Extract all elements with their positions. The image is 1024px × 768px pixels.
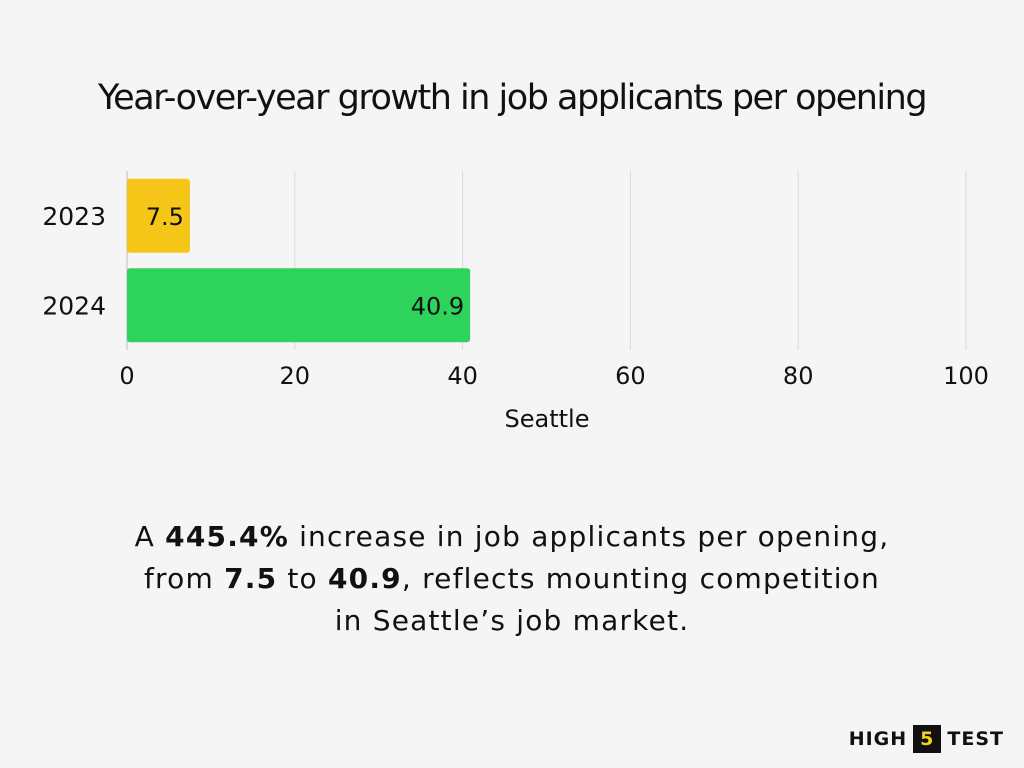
x-tick-labels: 0 20 40 60 80 100 bbox=[119, 362, 989, 390]
caption-line-3: in Seattle’s job market. bbox=[334, 604, 690, 637]
caption-to-value: 40.9 bbox=[327, 562, 402, 595]
summary-caption: A 445.4% increase in job applicants per … bbox=[0, 516, 1024, 642]
data-label: 7.5 bbox=[146, 203, 184, 231]
category-label: 2024 bbox=[42, 291, 106, 320]
logo-box: 5 bbox=[913, 725, 942, 753]
x-axis-label: Seattle bbox=[505, 405, 590, 433]
caption-line-2: from 7.5 to 40.9, reflects mounting comp… bbox=[144, 562, 880, 595]
chart-title: Year-over-year growth in job applicants … bbox=[97, 78, 928, 118]
bar-chart: 7.5 40.9 2023 2024 0 20 40 60 80 100 Seattle bbox=[42, 171, 989, 433]
x-tick-label: 40 bbox=[447, 362, 478, 390]
category-label: 2023 bbox=[42, 202, 106, 231]
logo-text-left: HIGH bbox=[848, 728, 908, 750]
data-label: 40.9 bbox=[411, 292, 464, 320]
x-tick-label: 0 bbox=[119, 362, 134, 390]
x-tick-label: 20 bbox=[280, 362, 311, 390]
logo-text-right: TEST bbox=[947, 728, 1004, 750]
brand-logo: HIGH 5 TEST bbox=[849, 725, 1004, 753]
x-tick-label: 100 bbox=[943, 362, 989, 390]
category-labels: 2023 2024 bbox=[42, 202, 106, 321]
bar-2023 bbox=[127, 178, 190, 253]
caption-percent: 445.4% bbox=[165, 520, 289, 553]
caption-from-value: 7.5 bbox=[224, 562, 278, 595]
bar-2024 bbox=[127, 268, 471, 343]
caption-line-1: A 445.4% increase in job applicants per … bbox=[134, 520, 890, 553]
x-tick-label: 60 bbox=[615, 362, 646, 390]
bars: 7.5 40.9 bbox=[127, 178, 471, 343]
x-tick-label: 80 bbox=[783, 362, 814, 390]
